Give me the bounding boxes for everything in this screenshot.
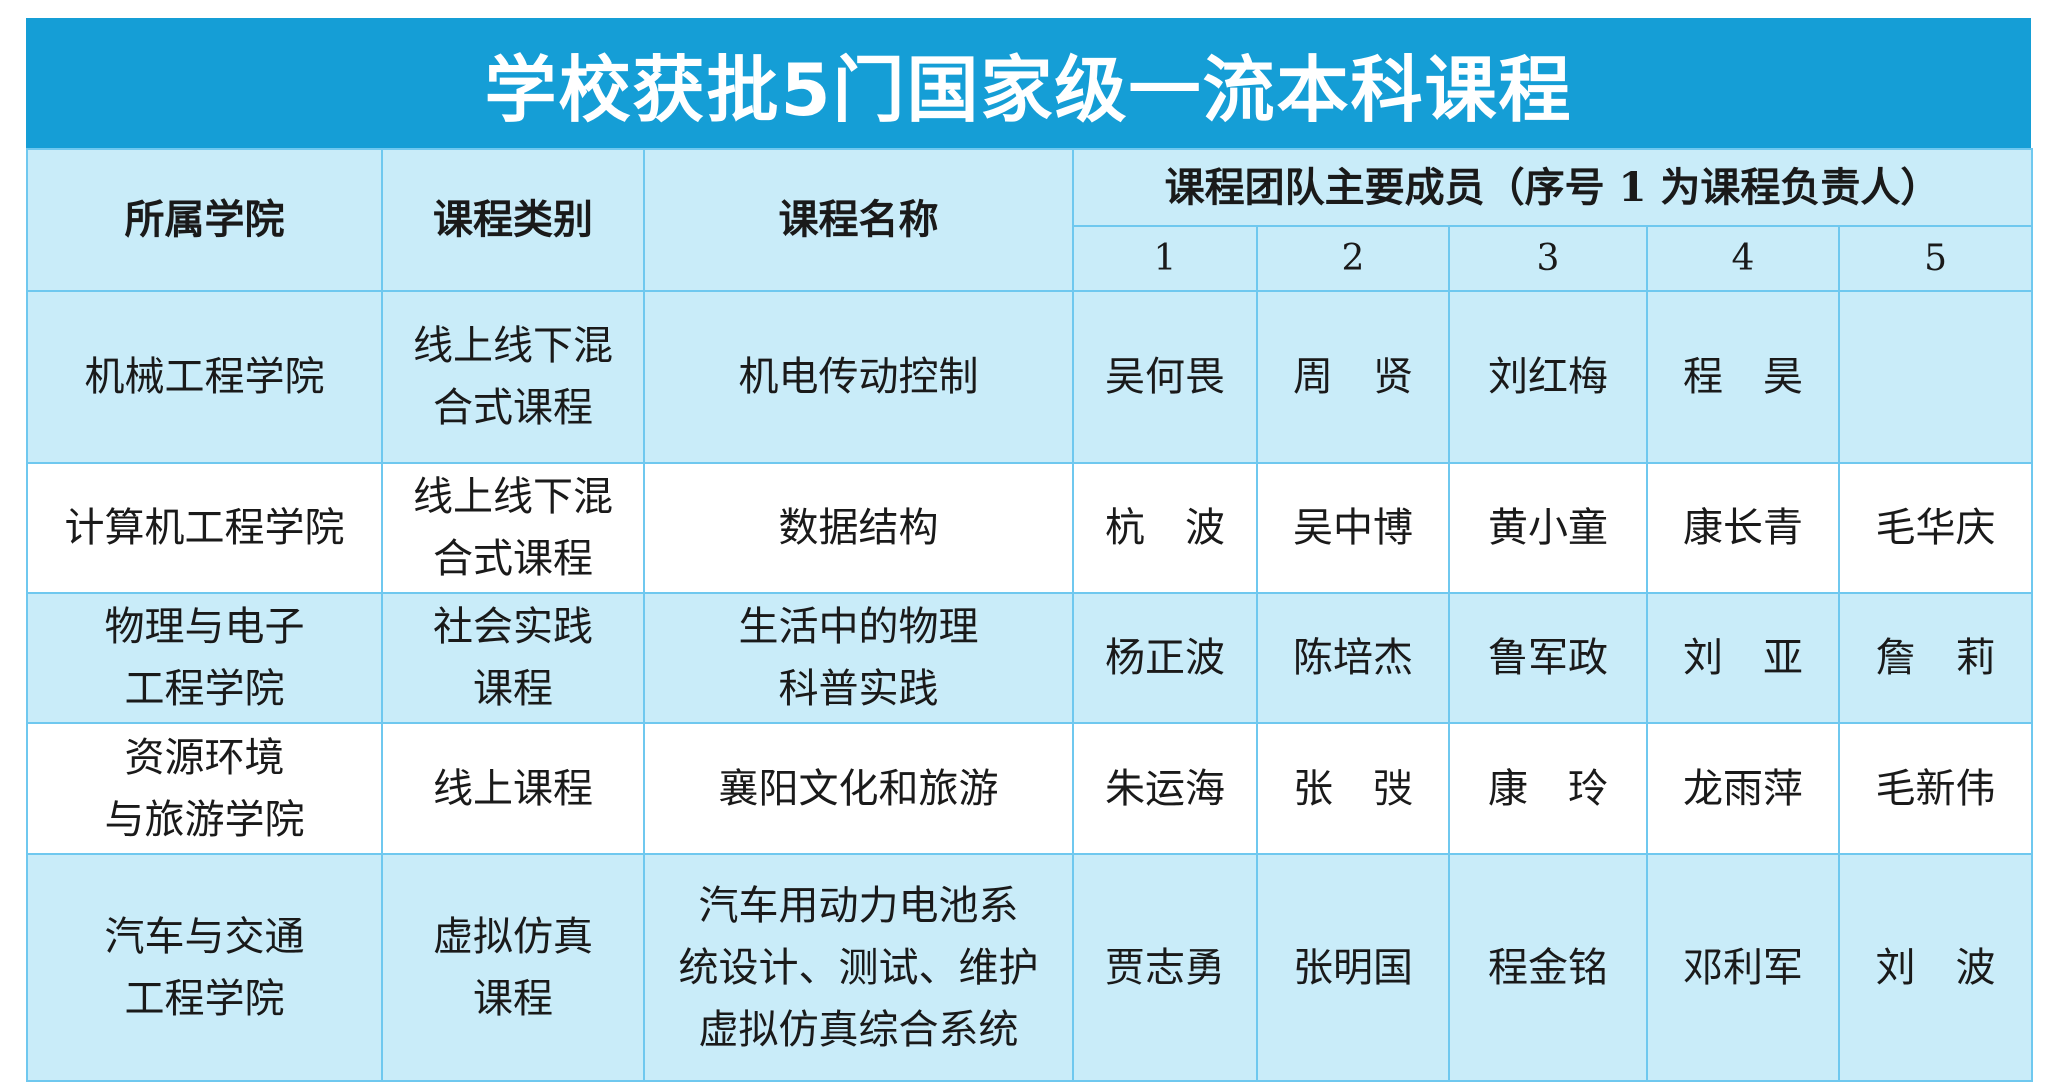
table-row: 计算机工程学院 线上线下混 合式课程 数据结构杭 波吴中博 黄小童 康长青 毛华庆 (26, 462, 2034, 594)
header-member-2: 2 (1256, 225, 1450, 292)
member-cell: 黄小童 (1448, 462, 1648, 594)
course-cell: 机电传动控制 (643, 290, 1074, 464)
member-cell: 刘 亚 (1646, 592, 1840, 724)
table-row: 机械工程学院 线上线下混 合式课程 机电传动控制 吴何畏周 贤刘红梅程 昊 (26, 290, 2034, 464)
college-cell: 机械工程学院 (26, 290, 383, 464)
category-cell: 线上课程 (381, 722, 645, 855)
header-member-1: 1 (1072, 225, 1258, 292)
member-cell: 吴中博 (1256, 462, 1450, 594)
member-cell (1837, 290, 2034, 464)
category-cell: 线上线下混 合式课程 (381, 462, 645, 594)
member-cell: 毛新伟 (1837, 722, 2034, 855)
college-cell: 计算机工程学院 (26, 462, 383, 594)
course-cell: 汽车用动力电池系 统设计、测试、维护 虚拟仿真综合系统 (643, 853, 1074, 1082)
member-cell: 刘 波 (1837, 853, 2034, 1082)
course-cell: 生活中的物理 科普实践 (643, 592, 1074, 724)
member-cell: 康长青 (1646, 462, 1840, 594)
table-row: 资源环境 与旅游学院 线上课程 襄阳文化和旅游 朱运海张 弢康 玲龙雨萍 毛新伟 (26, 722, 2034, 855)
table-row: 物理与电子 工程学院 社会实践 课程 生活中的物理 科普实践 杨正波 陈培杰 鲁军政刘 亚… (26, 592, 2034, 724)
member-cell: 程 昊 (1646, 290, 1840, 464)
member-cell: 康 玲 (1448, 722, 1648, 855)
member-cell: 朱运海 (1072, 722, 1258, 855)
member-cell: 詹 莉 (1837, 592, 2034, 724)
course-cell: 襄阳文化和旅游 (643, 722, 1074, 855)
header-category: 课程类别 (381, 148, 645, 292)
member-cell: 周 贤 (1256, 290, 1450, 464)
member-cell: 吴何畏 (1072, 290, 1258, 464)
page-title: 学校获批5门国家级一流本科课程 (484, 47, 1573, 132)
course-table: 所属学院 课程类别 课程名称 课程团队主要成员（序号 1 为课程负责人） 1 2… (26, 148, 2034, 1082)
member-cell: 杭 波 (1072, 462, 1258, 594)
college-cell: 物理与电子 工程学院 (26, 592, 383, 724)
member-cell: 程金铭 (1448, 853, 1648, 1082)
category-cell: 社会实践 课程 (381, 592, 645, 724)
header-team: 课程团队主要成员（序号 1 为课程负责人） (1071, 148, 2034, 227)
header-course: 课程名称 (643, 148, 1074, 292)
member-cell: 贾志勇 (1072, 853, 1258, 1082)
member-cell: 陈培杰 (1256, 592, 1450, 724)
member-cell: 邓利军 (1646, 853, 1840, 1082)
member-cell: 杨正波 (1072, 592, 1258, 724)
college-cell: 资源环境 与旅游学院 (26, 722, 383, 855)
title-bar: 学校获批5门国家级一流本科课程 (26, 18, 2031, 148)
member-cell: 鲁军政 (1448, 592, 1648, 724)
college-cell: 汽车与交通 工程学院 (26, 853, 383, 1082)
header-member-5: 5 (1837, 225, 2034, 292)
member-cell: 张明国 (1256, 853, 1450, 1082)
member-cell: 刘红梅 (1448, 290, 1648, 464)
header-college: 所属学院 (26, 148, 383, 292)
member-cell: 毛华庆 (1837, 462, 2034, 594)
member-cell: 张 弢 (1256, 722, 1450, 855)
header-member-3: 3 (1448, 225, 1648, 292)
header-member-4: 4 (1646, 225, 1840, 292)
course-cell: 数据结构 (643, 462, 1074, 594)
category-cell: 线上线下混 合式课程 (381, 290, 645, 464)
member-cell: 龙雨萍 (1646, 722, 1840, 855)
category-cell: 虚拟仿真 课程 (381, 853, 645, 1082)
table-row: 汽车与交通 工程学院 虚拟仿真 课程 汽车用动力电池系 统设计、测试、维护 虚拟仿真… (26, 853, 2034, 1082)
